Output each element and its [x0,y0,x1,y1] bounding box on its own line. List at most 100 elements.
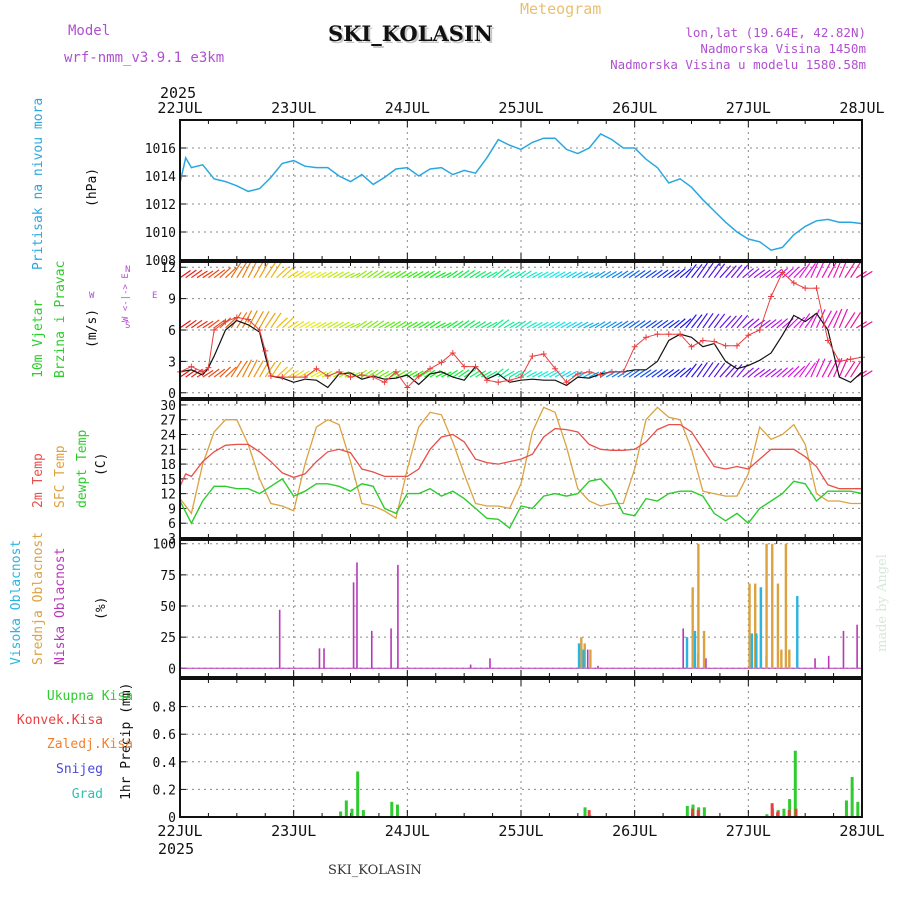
wind-direction-arrow [702,312,714,329]
wind-gust-marker [211,327,218,333]
wind-direction-arrow [747,268,760,279]
wind-direction-arrow [196,320,208,329]
wind-direction-arrow [395,320,407,329]
wind-gust-marker [665,331,672,338]
total-precip-bar [850,776,854,817]
low-cloud-bar [318,648,321,669]
wind-direction-arrow [651,368,663,378]
wind-direction-arrow [708,362,720,378]
total-precip-bar [583,807,587,817]
mid-cloud-bar [776,583,780,669]
conv-precip-bar [691,808,695,817]
wind-direction-arrow [424,270,436,279]
wind-direction-arrow [691,264,703,279]
wind-direction-arrow [668,368,680,378]
panel-frame [179,261,863,399]
wind-gust-marker [574,370,581,377]
temp-2m-line [179,423,862,490]
wind-direction-arrow [196,270,208,279]
wind-gust-marker [756,327,763,333]
conv-precip-bar [776,811,780,817]
wind-direction-arrow [583,272,594,279]
y-tick-label: 30 [160,399,176,414]
wind-direction-arrow [372,320,385,329]
wind-direction-arrow [645,269,657,279]
wind-direction-arrow [645,320,657,329]
wind-direction-arrow [600,270,612,279]
wind-gust-marker [620,368,627,375]
wind-direction-arrow [509,370,521,378]
y-tick-label: 9 [168,502,176,517]
y-tick-label: 3 [168,532,176,547]
wind-gust-marker [802,285,809,292]
wind-direction-arrow [441,272,452,279]
wind-direction-arrow [526,371,537,378]
wind-direction-arrow [708,313,720,329]
wind-direction-arrow [281,267,294,279]
chart-subtitle: Meteogram [520,0,601,18]
wind-direction-arrow [179,369,191,378]
y-tick-label: 6 [168,517,176,532]
credit-text: made by Angel [875,554,890,652]
wind-direction-arrow [566,321,577,329]
wind-direction-arrow [554,321,566,329]
wind-direction-arrow [509,271,521,279]
wind-direction-arrow [514,270,527,279]
wind-gust-marker [290,374,297,381]
model-name: wrf-nmm_v3.9.1 e3km [64,50,224,66]
wind-gust-marker [779,269,786,276]
y-tick-label: 1008 [145,254,176,269]
legend-hail: Grad [72,787,103,802]
wind-direction-arrow [628,320,640,329]
wind-direction-arrow [537,370,549,378]
wind-direction-arrow [185,269,197,279]
panel-frame [179,539,863,678]
wind-direction-arrow [247,259,258,278]
wind-direction-arrow [833,308,843,329]
legend-total-precip: Ukupna Kisa [47,689,133,704]
low-cloud-bar [278,609,281,669]
wind-direction-arrow [662,368,675,378]
wind-direction-arrow [685,314,697,329]
wind-direction-arrow [316,271,327,279]
wind-direction-arrow [736,264,749,279]
high-cloud-bar [796,596,799,669]
wind-gust-marker [415,373,422,380]
wind-direction-arrow [225,317,237,329]
wind-direction-arrow [691,363,703,378]
wind-direction-arrow [389,320,401,329]
wind-gust-marker [324,373,331,380]
mid-cloud-bar [691,587,694,669]
wind-direction-arrow [293,270,305,279]
wind-direction-arrow [554,271,566,279]
wind-direction-arrow [719,265,732,279]
wind-direction-arrow [520,369,532,378]
wind-direction-arrow [571,271,583,279]
wind-gust-marker [188,363,195,370]
wind-direction-arrow [270,262,282,279]
wind-direction-arrow [429,369,441,378]
wind-direction-arrow [611,321,623,329]
wind-gust-marker [199,368,206,375]
temp2m-title: 2m Temp [31,453,46,508]
wind-direction-arrow [810,309,820,329]
y-tick-label: 12 [160,261,176,276]
wind-direction-arrow [617,270,629,279]
conv-precip-bar [770,803,774,817]
total-precip-bar [344,800,348,817]
wind-direction-arrow [310,321,322,329]
wind-direction-arrow [378,321,390,329]
wind-direction-arrow [503,370,515,378]
wind-gust-marker [529,353,536,360]
mid-cloud-bar [754,583,757,669]
wind-direction-arrow [213,269,226,279]
wind-direction-arrow [759,319,771,329]
wind-direction-arrow [657,319,669,329]
total-precip-bar [788,799,792,817]
wind-direction-arrow [861,270,873,279]
sfc-temp-line [179,406,862,520]
wind-gust-marker [358,371,365,378]
total-precip-bar [793,750,797,817]
conv-precip-bar [794,808,798,817]
wind-gust-marker [847,356,854,363]
